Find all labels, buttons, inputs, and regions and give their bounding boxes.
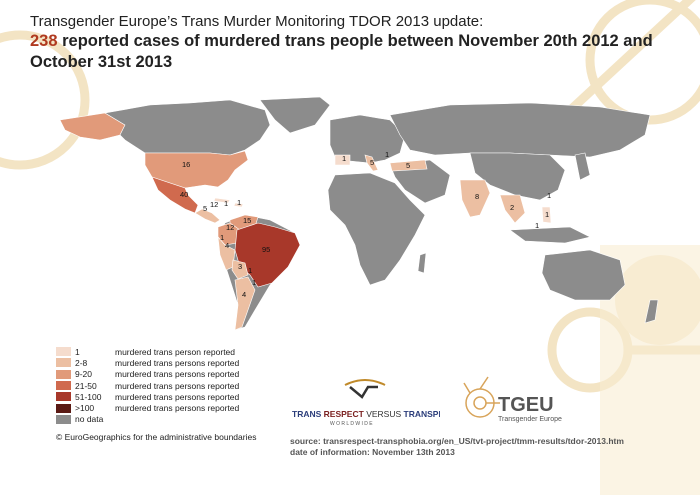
legend-label: murdered trans persons reported: [115, 357, 240, 368]
map-count-colombia: 12: [226, 223, 234, 232]
map-count-india: 8: [475, 192, 479, 201]
legend-range: 51-100: [75, 391, 102, 402]
legend-range: 21-50: [75, 380, 97, 391]
logo-transphobia-word: TRANSPHOBIA: [404, 409, 440, 419]
greenland-region: [259, 96, 331, 134]
legend-swatch: [56, 369, 71, 379]
australia-region: [541, 249, 626, 301]
legend-swatch: [56, 414, 71, 424]
legend-label: murdered trans person reported: [115, 346, 236, 357]
map-count-mexico: 40: [180, 190, 188, 199]
map-count-argentina: 4: [242, 290, 246, 299]
new-zealand-region: [644, 299, 659, 324]
southeast-asia-region: [499, 194, 526, 224]
middle-east-region: [389, 159, 451, 204]
philippines-region: [541, 206, 552, 224]
china-region: [469, 152, 566, 201]
africa-region: [327, 172, 426, 286]
legend-range: 2-8: [75, 357, 88, 368]
italy-region: [364, 154, 379, 172]
spain-region: [334, 154, 351, 166]
logo-versus-word: VERSUS: [366, 409, 401, 419]
legend-range: 9-20: [75, 369, 93, 380]
map-count-paraguay: 1: [248, 266, 252, 275]
svg-text:TRANS RESPECT VERSUS TRANSPHOB: TRANS RESPECT VERSUS TRANSPHOBIA: [292, 409, 440, 419]
trans-respect-logo: TRANS RESPECT VERSUS TRANSPHOBIA W O R L…: [292, 379, 440, 427]
argentina-region: [234, 276, 256, 331]
bolivia-region: [231, 259, 249, 280]
turkey-region: [389, 159, 428, 172]
map-count-bolivia: 3: [238, 262, 242, 271]
copyright-note: © EuroGeographics for the administrative…: [56, 432, 257, 442]
japan-region: [574, 152, 591, 181]
map-title: Transgender Europe’s Trans Murder Monito…: [30, 12, 670, 73]
title-line-2-text: reported cases of murdered trans people …: [57, 32, 653, 50]
logo-trans-word: TRANS: [292, 409, 322, 419]
legend-row: 1 murdered trans person reported: [56, 346, 239, 357]
legend-range: no data: [75, 414, 104, 425]
legend: 1 murdered trans person reported 2-8 murder…: [56, 346, 239, 425]
title-line-1: Transgender Europe’s Trans Murder Monito…: [30, 13, 484, 30]
caribbean-region: [213, 197, 244, 208]
legend-swatch: [56, 403, 71, 413]
map-count-serbia: 1: [385, 150, 389, 159]
madagascar-region: [417, 252, 427, 274]
legend-row: 2-8 murdered trans persons reported: [56, 357, 239, 368]
map-count-italy: 5: [370, 158, 374, 167]
russia-region: [389, 102, 651, 158]
map-count-venezuela: 15: [243, 216, 251, 225]
tgeu-logo: TGEU Transgender Europe: [463, 376, 562, 423]
total-count: 238: [30, 32, 58, 50]
map-count-brazil: 95: [262, 245, 270, 254]
legend-range: 1: [75, 346, 80, 357]
legend-swatch: [56, 358, 71, 368]
legend-range: >100: [75, 403, 95, 414]
map-count-ecuador: 1: [220, 233, 224, 242]
legend-row: no data: [56, 414, 239, 425]
tgeu-subtitle: Transgender Europe: [498, 416, 562, 423]
map-count-thailand: 2: [510, 203, 514, 212]
source-url: source: transrespect-transphobia.org/en_…: [290, 436, 624, 446]
mexico-region: [151, 176, 199, 214]
tgeu-name: TGEU: [498, 394, 554, 416]
map-count-china: 1: [547, 191, 551, 200]
map-count-uruguay: 1: [252, 278, 256, 287]
map-count-peru: 4: [225, 241, 229, 250]
source-date: date of information: November 13th 2013: [290, 447, 455, 457]
legend-row: 21-50 murdered trans persons reported: [56, 380, 239, 391]
legend-swatch: [56, 381, 71, 391]
map-count-spain: 1: [342, 154, 346, 163]
map-count-malaysia: 1: [535, 221, 539, 230]
map-count-dominican: 1: [224, 199, 228, 208]
map-count-turkey: 5: [406, 161, 410, 170]
india-region: [459, 179, 491, 218]
title-line-3: October 31st 2013: [30, 53, 173, 71]
indonesia-region: [509, 226, 591, 244]
map-count-guatemala: 5: [203, 204, 207, 213]
legend-label: murdered trans persons reported: [115, 369, 240, 380]
legend-label: murdered trans persons reported: [115, 391, 240, 402]
legend-label: murdered trans persons reported: [115, 380, 240, 391]
legend-row: 51-100 murdered trans persons reported: [56, 391, 239, 402]
legend-swatch: [56, 392, 71, 402]
legend-label: murdered trans persons reported: [115, 403, 240, 414]
logo-respect-word: RESPECT: [324, 409, 365, 419]
title-line-2: 238 reported cases of murdered trans peo…: [30, 31, 670, 52]
legend-row: >100 murdered trans persons reported: [56, 402, 239, 413]
legend-row: 9-20 murdered trans persons reported: [56, 369, 239, 380]
logo-worldwide-word: W O R L D W I D E: [330, 421, 373, 427]
map-count-honduras: 12: [210, 200, 218, 209]
canada-region: [104, 99, 271, 156]
central-america-region: [194, 208, 221, 224]
legend-swatch: [56, 347, 71, 357]
source-note: source: transrespect-transphobia.org/en_…: [290, 436, 624, 458]
map-count-philippines: 1: [545, 210, 549, 219]
map-count-puertorico: 1: [237, 198, 241, 207]
europe-region: [329, 114, 406, 164]
map-count-usa: 16: [182, 160, 190, 169]
